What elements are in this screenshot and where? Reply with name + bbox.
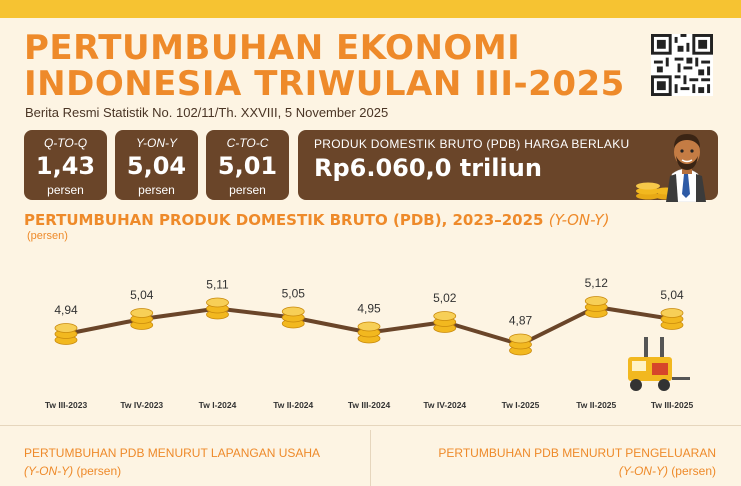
coin-marker [509,333,532,344]
yoy-label: (Y-ON-Y) [24,464,74,478]
unit-label: (persen) [667,464,716,478]
qr-code-icon[interactable] [651,34,713,96]
coin-marker [54,323,78,333]
coin-marker [660,308,684,318]
data-point [433,311,457,333]
title-line-1: PERTUMBUHAN EKONOMI [24,28,521,68]
coin-marker [206,297,229,308]
pdb-panel: PRODUK DOMESTIK BRUTO (PDB) HARGA BERLAK… [298,130,718,200]
coin-marker [357,321,381,332]
yoy-label: (Y-ON-Y) [618,464,668,478]
chart-title: PERTUMBUHAN PRODUK DOMESTIK BRUTO (PDB),… [24,211,609,229]
data-point [584,296,608,318]
coin-marker [584,296,608,306]
data-label: 5,02 [433,291,457,305]
stat-unit: persen [229,183,266,197]
x-tick-label: Tw I-2024 [199,400,237,410]
data-label: 5,04 [130,288,154,302]
chart-title-yoy: (Y-ON-Y) [548,211,610,229]
x-tick-label: Tw IV-2024 [423,400,466,410]
x-tick-label: Tw II-2024 [273,400,313,410]
x-tick-label: Tw I-2025 [502,400,540,410]
chart-unit: (persen) [27,230,68,242]
data-point [660,308,684,330]
section-lapangan-usaha-title: PERTUMBUHAN PDB MENURUT LAPANGAN USAHA [24,446,321,460]
data-point [54,323,78,345]
data-label: 5,11 [206,278,229,292]
stat-ctoc: C-TO-C 5,01 persen [206,130,289,200]
pdb-label: PRODUK DOMESTIK BRUTO (PDB) HARGA BERLAK… [314,137,630,151]
section-pengeluaran-title: PERTUMBUHAN PDB MENURUT PENGELUARAN [438,446,716,460]
stat-value: 1,43 [35,152,96,180]
data-label: 4,87 [509,314,533,328]
data-point [509,333,532,356]
stat-yony: Y-ON-Y 5,04 persen [115,130,198,200]
stat-label: Q-TO-Q [43,136,88,150]
section-vertical-divider [370,430,371,486]
forklift-icon [628,337,690,391]
stat-label: C-TO-C [226,136,269,150]
data-point [130,308,154,330]
top-accent-bar [0,0,741,18]
chart-title-main: PERTUMBUHAN PRODUK DOMESTIK BRUTO (PDB),… [24,211,549,229]
stat-value: 5,01 [217,152,278,180]
x-tick-label: Tw III-2024 [348,400,391,410]
unit-label: (persen) [73,464,122,478]
data-point [281,306,305,329]
data-label: 4,94 [54,303,78,317]
coin-marker [130,308,154,318]
businessman-icon [636,134,706,202]
coin-marker [281,306,305,317]
stat-qtoq: Q-TO-Q 1,43 persen [24,130,107,200]
pdb-growth-chart: 4,94 Tw III-2023 5,04 Tw IV-2023 5,11 Tw I-20… [45,276,694,410]
stat-value: 5,04 [126,152,187,180]
data-label: 5,05 [282,287,306,301]
pdb-value: Rp6.060,0 triliun [314,154,542,182]
data-label: 5,04 [660,288,684,302]
data-label: 5,12 [585,276,609,290]
stat-unit: persen [138,183,175,197]
x-tick-label: Tw III-2025 [651,400,694,410]
page-title: PERTUMBUHAN EKONOMI INDONESIA TRIWULAN I… [24,30,625,102]
coin-marker [433,311,457,321]
stat-label: Y-ON-Y [135,136,178,150]
section-lapangan-usaha-unit: (Y-ON-Y) (persen) [24,464,121,478]
data-label: 4,95 [357,302,381,316]
data-point [357,321,381,344]
x-tick-label: Tw II-2025 [576,400,616,410]
title-line-2: INDONESIA TRIWULAN III-2025 [24,64,625,104]
x-tick-label: Tw III-2023 [45,400,88,410]
section-pengeluaran-unit: (Y-ON-Y) (persen) [619,464,716,478]
section-divider [0,425,741,426]
x-tick-label: Tw IV-2023 [120,400,163,410]
data-point [206,297,229,320]
page-subtitle: Berita Resmi Statistik No. 102/11/Th. XX… [25,105,389,120]
stat-unit: persen [47,183,84,197]
